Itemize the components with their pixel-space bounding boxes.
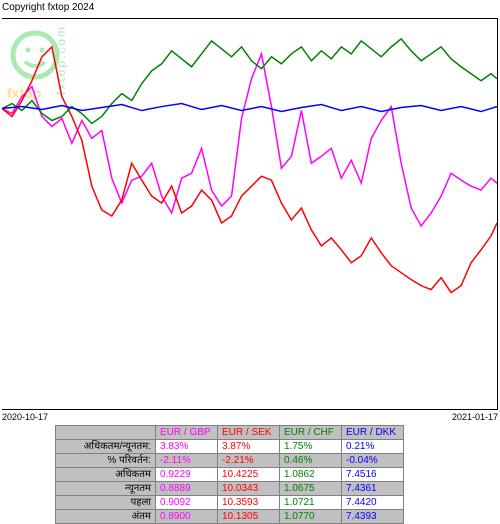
table-cell: 1.0721: [280, 496, 342, 510]
row-label: अंतम: [56, 510, 156, 524]
table-cell: 10.4225: [218, 468, 280, 482]
table-cell: 7.4361: [342, 482, 404, 496]
table-corner: [56, 426, 156, 440]
table-cell: 10.3593: [218, 496, 280, 510]
column-header: EUR / DKK: [342, 426, 404, 440]
table-cell: 0.21%: [342, 440, 404, 454]
column-header: EUR / GBP: [156, 426, 218, 440]
table-cell: 3.87%: [218, 440, 280, 454]
table-cell: 1.0862: [280, 468, 342, 482]
series-line: [2, 54, 497, 226]
table-cell: -0.04%: [342, 454, 404, 468]
data-table: EUR / GBPEUR / SEKEUR / CHFEUR / DKK अधिक…: [55, 425, 404, 524]
x-axis-start: 2020-10-17: [2, 412, 48, 422]
table-cell: 7.4420: [342, 496, 404, 510]
table-cell: 0.46%: [280, 454, 342, 468]
table-cell: 1.75%: [280, 440, 342, 454]
table-cell: 0.8889: [156, 482, 218, 496]
column-header: EUR / SEK: [218, 426, 280, 440]
table-cell: 3.83%: [156, 440, 218, 454]
row-label: अधिकतम: [56, 468, 156, 482]
chart-area: [2, 18, 498, 410]
table-cell: -2.21%: [218, 454, 280, 468]
row-label: पहला: [56, 496, 156, 510]
row-label: % परिवर्तन:: [56, 454, 156, 468]
column-header: EUR / CHF: [280, 426, 342, 440]
table-cell: 0.9092: [156, 496, 218, 510]
table-cell: -2.11%: [156, 454, 218, 468]
table-cell: 0.9229: [156, 468, 218, 482]
copyright-text: Copyright fxtop 2024: [2, 2, 94, 13]
table-cell: 10.0343: [218, 482, 280, 496]
table-cell: 7.4393: [342, 510, 404, 524]
table-cell: 1.0770: [280, 510, 342, 524]
table-cell: 1.0675: [280, 482, 342, 496]
x-axis-end: 2021-01-17: [452, 412, 498, 422]
table-cell: 0.8900: [156, 510, 218, 524]
series-line: [2, 39, 497, 124]
table-cell: 7.4516: [342, 468, 404, 482]
row-label: न्यूनतम: [56, 482, 156, 496]
row-label: अधिकतम/न्यूनतम:: [56, 440, 156, 454]
table-cell: 10.1305: [218, 510, 280, 524]
